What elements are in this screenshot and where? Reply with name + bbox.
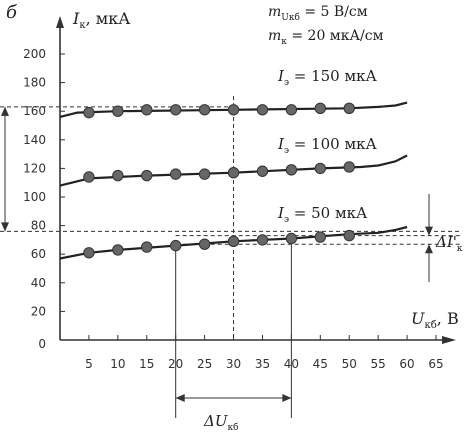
- series-line: [59, 154, 408, 187]
- data-point: [256, 165, 269, 177]
- data-point: [198, 168, 211, 180]
- x-tick-label: 55: [371, 357, 386, 371]
- y-tick-label: 140: [23, 133, 46, 147]
- data-point: [343, 102, 355, 115]
- y-axis-title: Iк, мкА: [72, 9, 130, 31]
- data-point: [169, 104, 182, 116]
- series: [59, 101, 408, 260]
- panel-label: б: [6, 2, 18, 23]
- delta-u-arrow-left: [175, 394, 185, 402]
- data-point: [83, 171, 95, 183]
- data-point: [169, 239, 182, 252]
- left-span-arrow-top: [1, 106, 9, 116]
- data-point: [256, 234, 269, 246]
- data-point: [112, 169, 124, 182]
- data-point: [314, 162, 327, 175]
- y-tick-label: 160: [23, 104, 46, 118]
- delta-i-label: ΔI'к: [435, 233, 463, 254]
- scale-current: mк = 20 мкА/см: [268, 28, 384, 47]
- data-point: [227, 166, 240, 179]
- data-point: [314, 102, 327, 115]
- data-point: [169, 168, 182, 180]
- x-tick-label: 5: [85, 357, 93, 371]
- y-tick-label: 40: [31, 276, 46, 290]
- delta-u-label: ΔUкб: [203, 412, 239, 432]
- delta-i-arrow-top: [425, 226, 433, 236]
- data-point: [343, 229, 355, 242]
- x-tick-label: 65: [428, 357, 443, 371]
- delta-i-arrow-bottom: [425, 244, 433, 254]
- data-point: [198, 238, 211, 250]
- data-point: [83, 106, 95, 119]
- scale-voltage: mUкб = 5 В/см: [268, 4, 368, 23]
- data-point: [285, 104, 298, 116]
- x-tick-label: 10: [110, 357, 125, 371]
- data-point: [227, 104, 240, 116]
- x-tick-label: 45: [313, 357, 328, 371]
- data-point: [198, 104, 211, 116]
- y-tick-label: 180: [23, 76, 46, 90]
- data-point: [314, 231, 327, 243]
- data-point: [227, 235, 240, 248]
- data-point: [285, 232, 298, 245]
- data-point: [256, 104, 269, 116]
- x-tick-label: 15: [139, 357, 154, 371]
- data-point: [285, 164, 298, 176]
- data-point: [112, 105, 124, 117]
- x-tick-label: 30: [226, 357, 241, 371]
- series-label: Iэ = 100 мкА: [277, 135, 378, 156]
- x-tick-label: 60: [399, 357, 414, 371]
- origin-label: 0: [38, 337, 46, 351]
- y-tick-label: 100: [23, 190, 46, 204]
- y-axis-arrow: [56, 16, 64, 28]
- axes: 5 10 15 20 25 30 35 40 45 50 55 60 65204060801001201…: [23, 16, 456, 371]
- x-tick-label: 25: [197, 357, 212, 371]
- series-label: Iэ = 50 мкА: [277, 204, 368, 225]
- delta-u-arrow-right: [282, 394, 292, 402]
- data-point: [343, 161, 355, 173]
- data-point: [141, 241, 153, 253]
- series-label: Iэ = 150 мкА: [277, 67, 378, 88]
- y-tick-label: 200: [23, 47, 46, 61]
- x-tick-label: 50: [342, 357, 357, 371]
- data-point: [141, 169, 153, 182]
- y-tick-label: 80: [31, 219, 46, 233]
- x-axis-title: Uкб, В: [411, 309, 459, 331]
- data-point: [112, 244, 124, 256]
- left-span-arrow-bottom: [1, 222, 9, 232]
- data-point: [83, 247, 95, 259]
- y-tick-label: 120: [23, 161, 46, 175]
- y-tick-label: 60: [31, 247, 46, 261]
- x-axis-arrow: [442, 336, 456, 344]
- x-tick-label: 35: [255, 357, 270, 371]
- text-labels: Iк, мкА Uкб, В mUкб = 5 В/см mк = 20 мкА/см…: [72, 4, 463, 432]
- data-point: [141, 104, 153, 116]
- y-tick-label: 20: [31, 304, 46, 318]
